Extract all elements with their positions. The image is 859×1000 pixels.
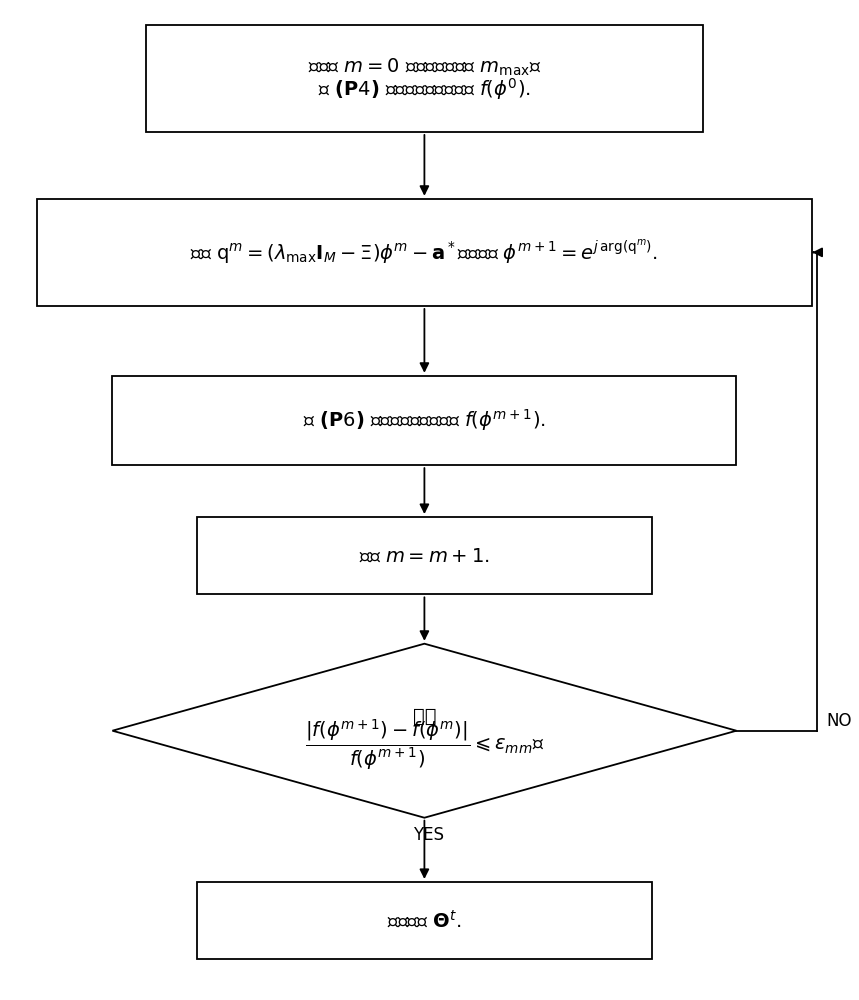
Bar	[37, 199, 813, 306]
Text: 初始化 $m=0$ 和最大迭代次数 $m_{\mathrm{max}}$，: 初始化 $m=0$ 和最大迭代次数 $m_{\mathrm{max}}$，	[308, 57, 541, 78]
Text: 判断: 判断	[412, 707, 436, 726]
Bar	[197, 882, 652, 959]
Polygon shape	[113, 644, 736, 818]
Text: 将 $\mathbf{(P}4\mathbf{)}$ 中的目标函数计算为 $f(\phi^0)$.: 将 $\mathbf{(P}4\mathbf{)}$ 中的目标函数计算为 $f(…	[318, 76, 531, 102]
Text: 优化后的 $\boldsymbol{\Theta}^t$.: 优化后的 $\boldsymbol{\Theta}^t$.	[387, 910, 461, 931]
Text: NO: NO	[826, 712, 852, 730]
Text: 设置 $m=m+1$.: 设置 $m=m+1$.	[359, 546, 490, 565]
Text: 计算 $\mathrm{q}^m=(\lambda_{\mathrm{max}}\mathbf{I}_M-\Xi)\phi^m-\mathbf{a}^*$，并更: 计算 $\mathrm{q}^m=(\lambda_{\mathrm{max}}…	[191, 239, 658, 266]
Text: YES: YES	[413, 826, 444, 844]
Text: 将 $\mathbf{(P}6\mathbf{)}$ 中的目标函数计算为 $f(\phi^{m+1})$.: 将 $\mathbf{(P}6\mathbf{)}$ 中的目标函数计算为 $f(…	[303, 407, 545, 433]
Text: $\dfrac{|f(\phi^{m+1})-f(\phi^m)|}{f(\phi^{m+1})}\leqslant\varepsilon_{mm}$？: $\dfrac{|f(\phi^{m+1})-f(\phi^m)|}{f(\ph…	[305, 717, 544, 772]
Bar	[197, 517, 652, 594]
Bar	[113, 376, 736, 465]
Bar	[146, 25, 703, 132]
